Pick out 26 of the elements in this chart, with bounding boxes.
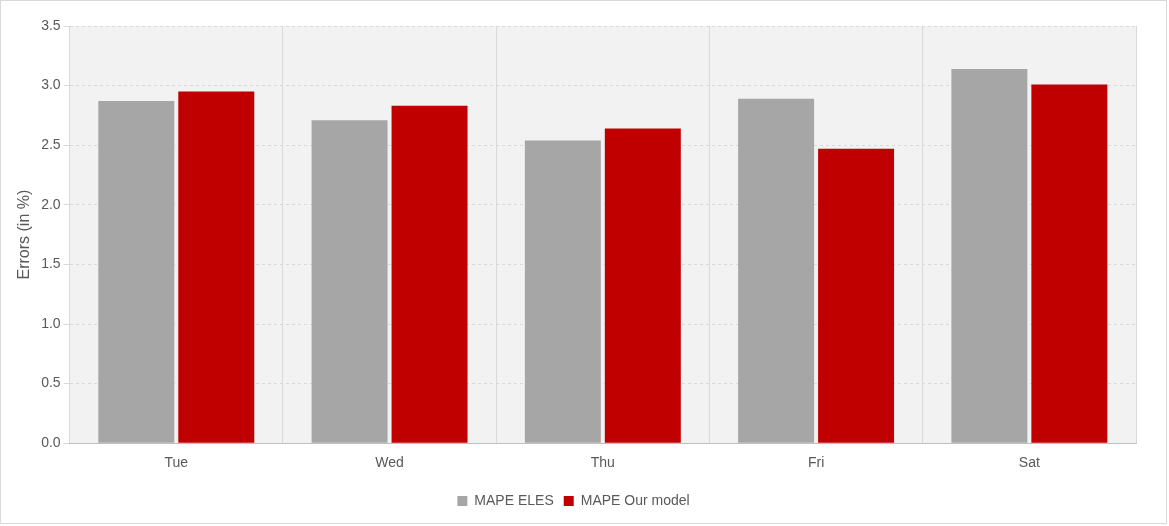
bar: [178, 91, 255, 443]
bar: [98, 101, 175, 443]
legend-label: MAPE ELES: [474, 491, 554, 508]
y-tick-label: 0.5: [41, 374, 61, 391]
x-tick-label: Tue: [164, 454, 189, 471]
y-tick-label: 3.5: [41, 16, 61, 33]
x-tick-label: Wed: [375, 454, 404, 471]
y-tick-label: 2.0: [41, 195, 61, 212]
y-tick-label: 2.5: [41, 136, 61, 153]
y-axis-title: Errors (in %): [15, 189, 33, 280]
bar: [391, 105, 468, 443]
bar: [311, 120, 388, 443]
bar: [951, 68, 1028, 443]
y-tick-label: 3.0: [41, 76, 61, 93]
bar: [738, 98, 815, 443]
bar: [524, 140, 601, 443]
bar: [818, 148, 895, 443]
bar: [604, 128, 681, 443]
x-tick-label: Sat: [1018, 454, 1040, 471]
bar: [1031, 84, 1108, 443]
y-tick-label: 1.0: [41, 314, 61, 331]
y-tick-label: 0.0: [41, 434, 61, 451]
x-tick-label: Fri: [807, 454, 825, 471]
y-tick-label: 1.5: [41, 255, 61, 272]
x-tick-label: Thu: [590, 454, 615, 471]
legend-label: MAPE Our model: [580, 491, 690, 508]
